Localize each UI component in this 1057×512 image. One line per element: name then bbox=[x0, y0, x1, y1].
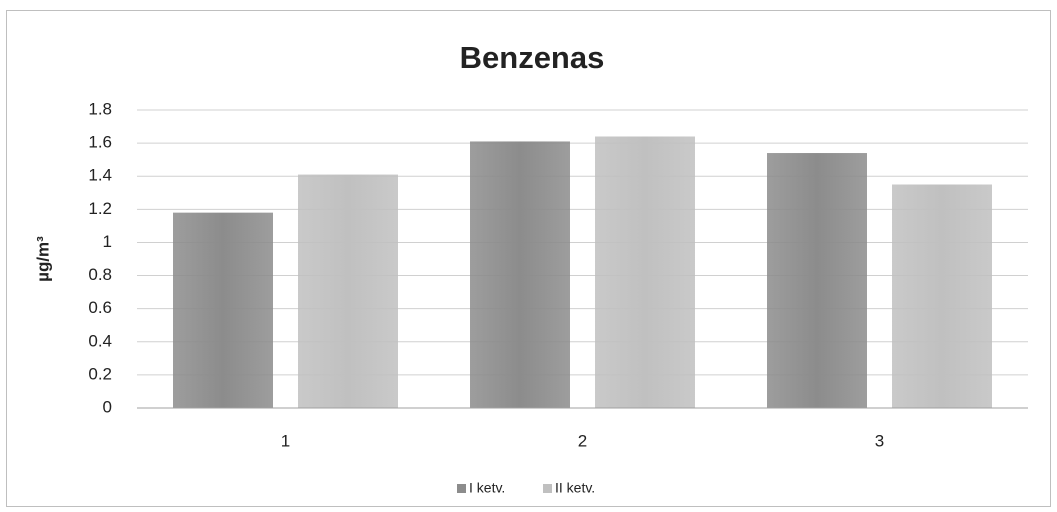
y-tick-label: 1.4 bbox=[88, 166, 112, 185]
legend-label: I ketv. bbox=[469, 480, 505, 496]
x-tick-label: 1 bbox=[281, 431, 290, 450]
y-tick-label: 0 bbox=[103, 397, 112, 416]
y-tick-label: 0.8 bbox=[88, 265, 112, 284]
y-axis-label: µg/m³ bbox=[33, 236, 52, 282]
bar bbox=[470, 141, 570, 408]
legend-marker bbox=[543, 484, 552, 493]
y-tick-label: 1.8 bbox=[88, 99, 112, 118]
y-tick-label: 0.2 bbox=[88, 364, 112, 383]
legend-marker bbox=[457, 484, 466, 493]
y-tick-label: 0.4 bbox=[88, 331, 112, 350]
chart-title: Benzenas bbox=[460, 40, 605, 75]
bar bbox=[173, 212, 273, 408]
y-tick-label: 1.2 bbox=[88, 199, 112, 218]
y-tick-label: 1.6 bbox=[88, 133, 112, 152]
x-tick-label: 3 bbox=[875, 431, 884, 450]
y-tick-label: 0.6 bbox=[88, 298, 112, 317]
bar bbox=[595, 136, 695, 408]
bar bbox=[892, 184, 992, 408]
bar bbox=[767, 153, 867, 408]
legend-label: II ketv. bbox=[555, 480, 595, 496]
bar bbox=[298, 174, 398, 408]
x-tick-label: 2 bbox=[578, 431, 587, 450]
y-tick-label: 1 bbox=[103, 232, 112, 251]
